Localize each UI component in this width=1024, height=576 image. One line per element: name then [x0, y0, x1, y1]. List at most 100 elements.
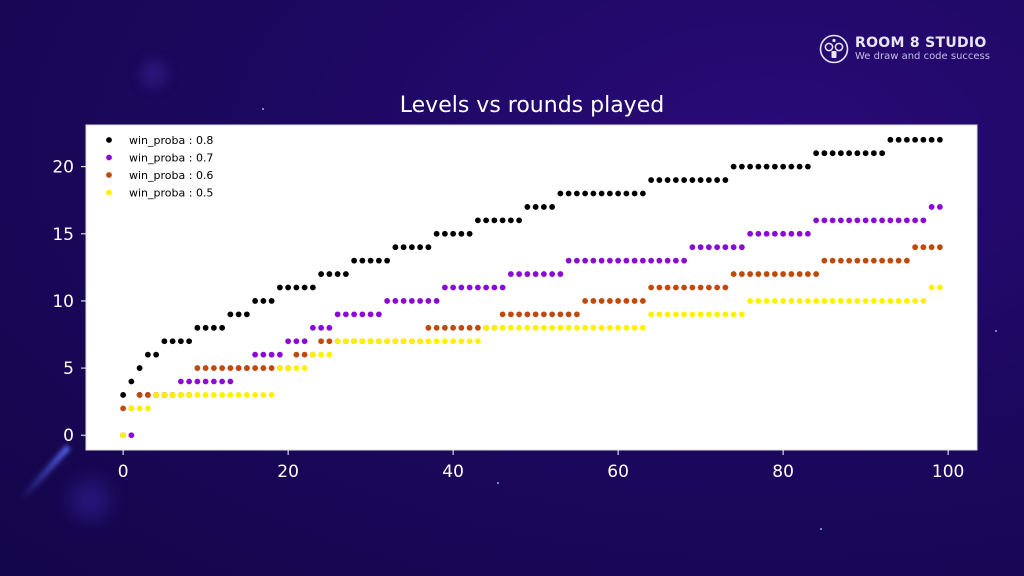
- data-point: [186, 338, 193, 345]
- data-point: [227, 311, 234, 318]
- data-point: [425, 298, 432, 304]
- data-point: [384, 298, 391, 304]
- data-point: [862, 298, 869, 304]
- background-star: [820, 528, 822, 530]
- data-point: [936, 244, 943, 251]
- data-point: [606, 298, 613, 304]
- data-point: [846, 150, 853, 157]
- data-point: [210, 392, 217, 398]
- data-point: [466, 324, 473, 331]
- data-point: [912, 136, 919, 143]
- data-point: [491, 217, 498, 224]
- data-point: [293, 365, 300, 371]
- data-point: [631, 298, 638, 304]
- background-star: [262, 108, 264, 110]
- data-point: [243, 311, 250, 318]
- data-point: [252, 351, 259, 358]
- data-point: [598, 190, 605, 197]
- data-point: [697, 244, 704, 251]
- data-point: [359, 257, 366, 264]
- data-point: [854, 150, 861, 157]
- data-point: [846, 298, 853, 304]
- data-point: [458, 338, 465, 345]
- legend-marker: [106, 172, 112, 178]
- data-point: [681, 177, 688, 183]
- data-point: [408, 298, 415, 304]
- data-point: [763, 230, 770, 237]
- data-point: [499, 217, 506, 224]
- data-point: [912, 298, 919, 304]
- data-point: [598, 324, 605, 331]
- data-point: [623, 190, 630, 197]
- legend-label: win_proba : 0.6: [129, 169, 213, 182]
- data-point: [681, 284, 688, 291]
- data-point: [689, 177, 696, 183]
- data-point: [895, 298, 902, 304]
- data-point: [606, 190, 613, 197]
- data-point: [730, 271, 737, 277]
- data-point: [367, 311, 374, 318]
- data-point: [351, 311, 358, 318]
- data-point: [573, 257, 580, 264]
- data-point: [631, 324, 638, 331]
- data-point: [648, 284, 655, 291]
- data-point: [210, 378, 217, 385]
- data-point: [392, 244, 399, 251]
- data-point: [631, 190, 638, 197]
- data-point: [879, 257, 886, 264]
- data-point: [771, 230, 778, 237]
- data-point: [615, 298, 622, 304]
- data-point: [169, 392, 176, 398]
- data-point: [433, 324, 440, 331]
- data-point: [738, 163, 745, 170]
- data-point: [177, 378, 184, 385]
- data-point: [235, 311, 242, 318]
- data-point: [120, 432, 127, 439]
- data-point: [334, 311, 341, 318]
- data-point: [342, 338, 349, 345]
- y-tick-label: 0: [63, 426, 74, 446]
- data-point: [557, 190, 564, 197]
- data-point: [243, 365, 250, 371]
- data-point: [153, 392, 160, 398]
- data-point: [903, 136, 910, 143]
- data-point: [755, 230, 762, 237]
- y-tick-label: 5: [63, 359, 74, 379]
- data-point: [549, 324, 556, 331]
- data-point: [491, 284, 498, 291]
- data-point: [722, 244, 729, 251]
- data-point: [928, 204, 935, 210]
- data-point: [722, 284, 729, 291]
- data-point: [862, 257, 869, 264]
- data-point: [202, 324, 209, 331]
- data-point: [887, 217, 894, 224]
- data-point: [235, 365, 242, 371]
- data-point: [664, 284, 671, 291]
- data-point: [318, 351, 325, 358]
- data-point: [540, 271, 547, 277]
- data-point: [747, 230, 754, 237]
- data-point: [573, 324, 580, 331]
- data-point: [433, 230, 440, 237]
- data-point: [879, 217, 886, 224]
- data-point: [540, 324, 547, 331]
- data-point: [425, 338, 432, 345]
- data-point: [920, 298, 927, 304]
- data-point: [458, 324, 465, 331]
- data-point: [705, 244, 712, 251]
- data-point: [507, 217, 514, 224]
- data-point: [450, 230, 457, 237]
- legend-marker: [106, 137, 112, 143]
- data-point: [780, 271, 787, 277]
- data-point: [549, 311, 556, 318]
- data-point: [623, 298, 630, 304]
- data-point: [252, 298, 259, 304]
- data-point: [920, 244, 927, 251]
- data-point: [318, 271, 325, 277]
- data-point: [326, 338, 333, 345]
- data-point: [120, 405, 127, 412]
- data-point: [689, 284, 696, 291]
- chart-axes: 0 20 40 60 80 100 0 5 10 15 20: [52, 158, 964, 482]
- data-point: [565, 257, 572, 264]
- data-point: [136, 365, 143, 371]
